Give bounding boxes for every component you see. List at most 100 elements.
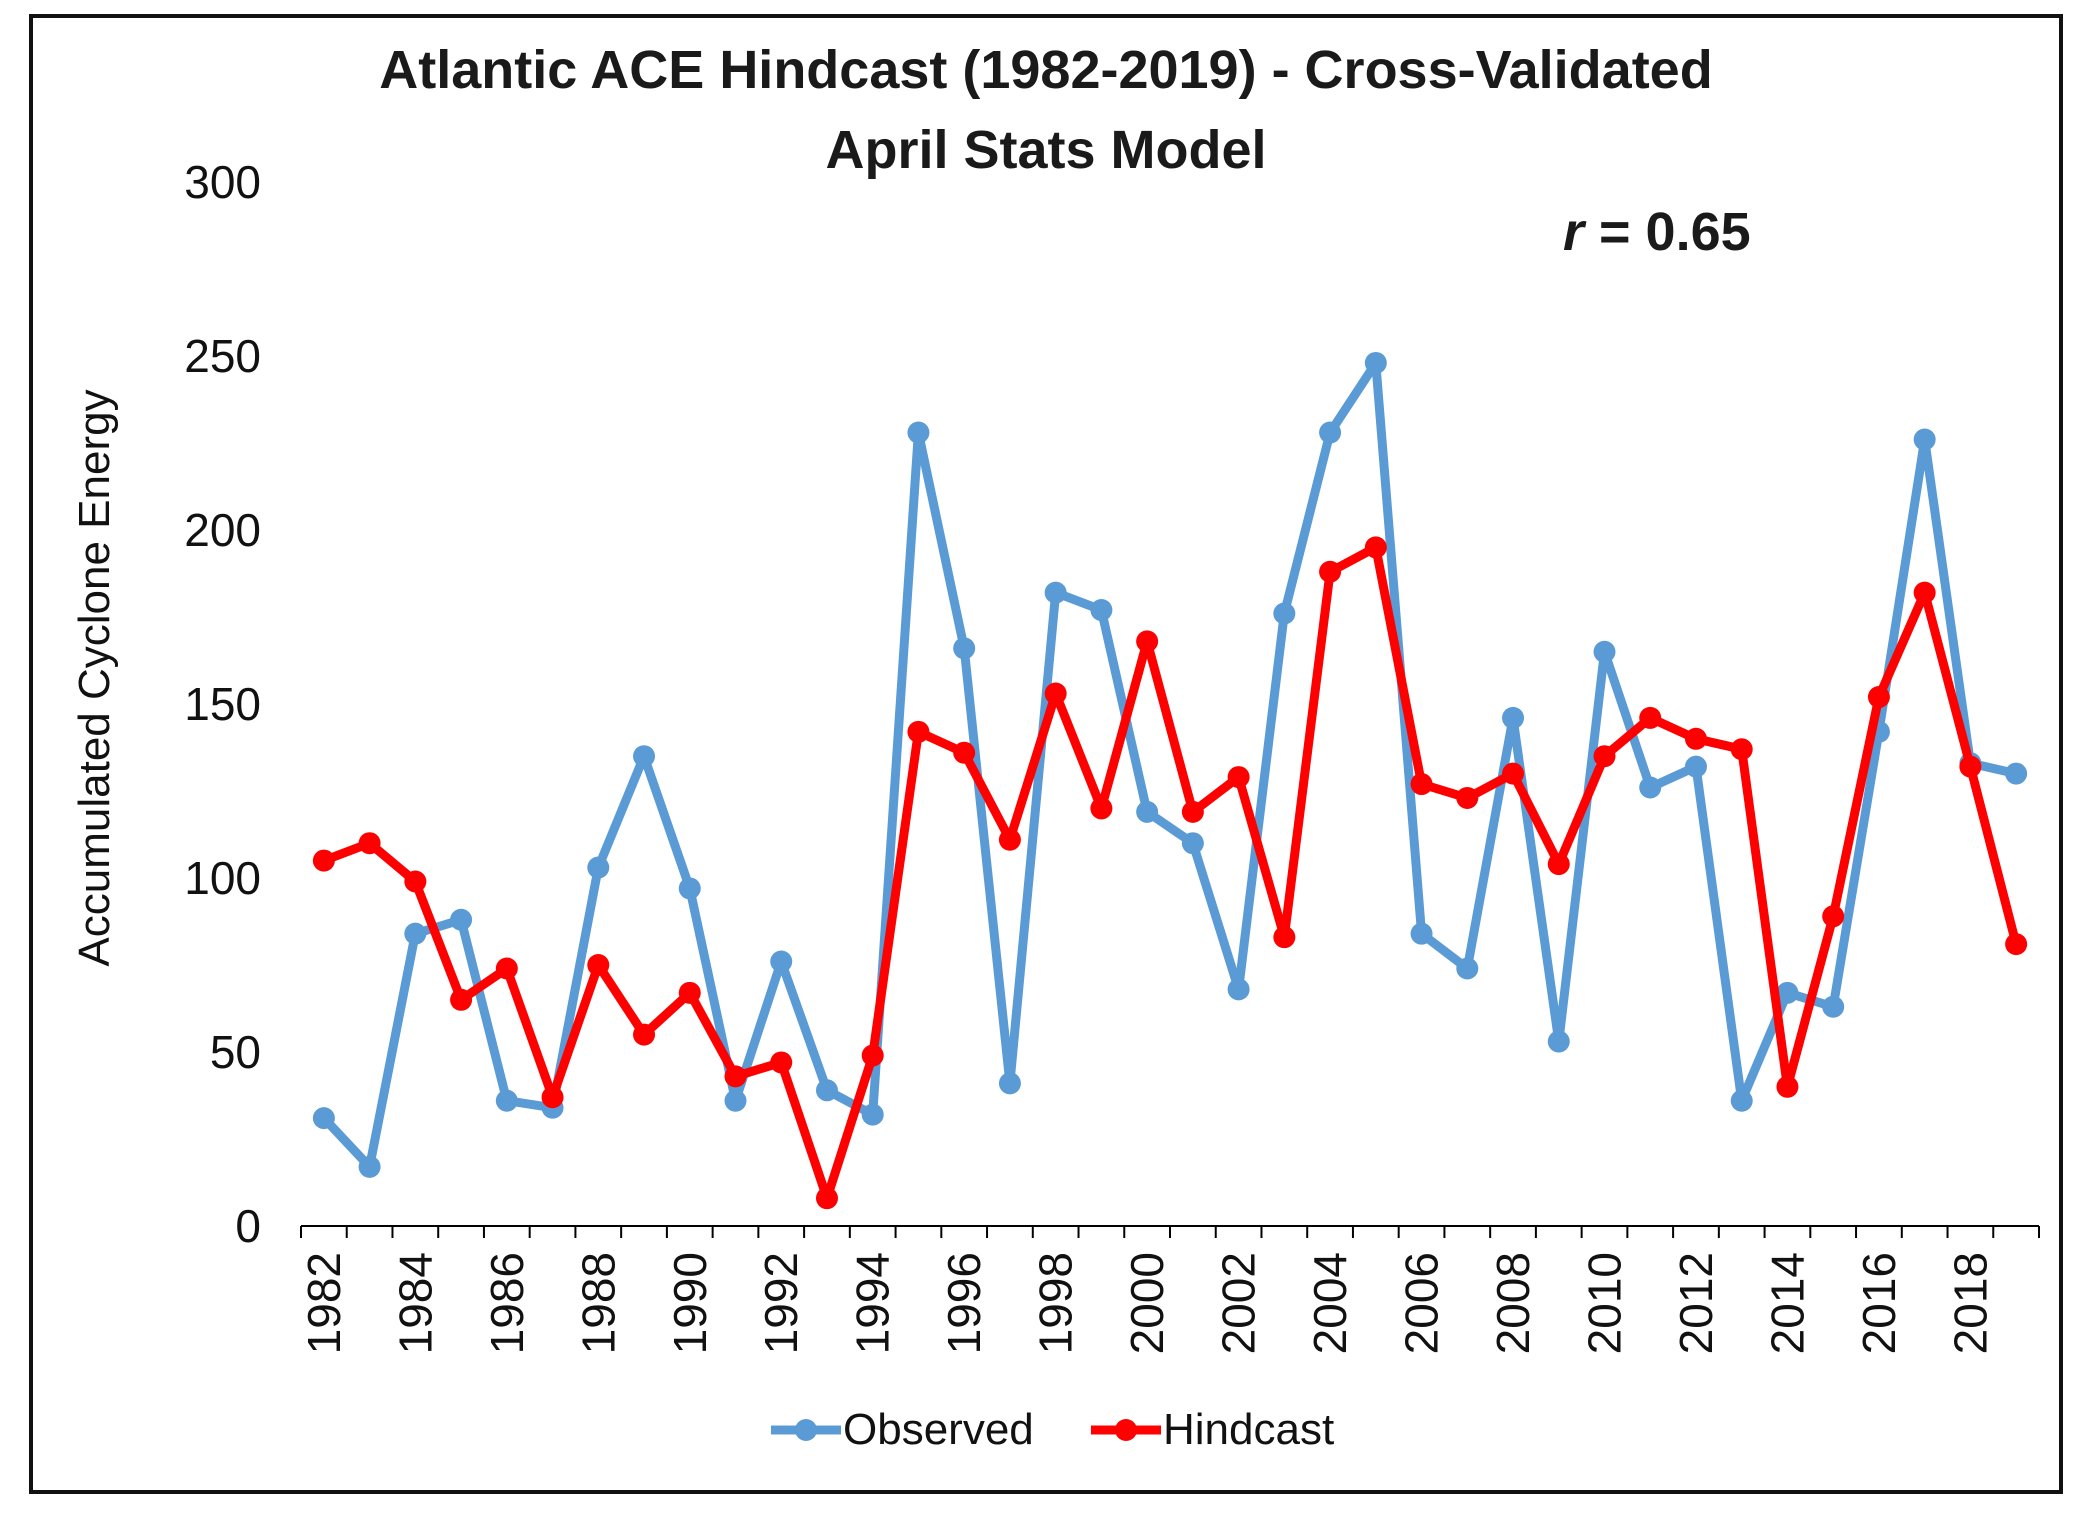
data-point-hindcast [1593,745,1616,768]
x-tick-label: 1998 [1030,1252,1082,1354]
data-point-observed [953,637,976,660]
data-point-hindcast [1410,773,1433,796]
data-point-hindcast [1776,1075,1799,1098]
data-point-hindcast [1044,682,1067,705]
y-tick-label: 50 [210,1026,261,1078]
data-point-observed [1639,776,1662,799]
data-point-hindcast [1364,536,1387,559]
data-point-hindcast [998,828,1021,851]
data-point-hindcast [1319,560,1342,583]
data-point-observed [587,856,610,879]
data-point-observed [1456,957,1479,980]
data-point-observed [770,950,793,973]
y-tick-label: 0 [235,1200,261,1252]
data-point-hindcast [404,870,427,893]
x-tick-label: 2010 [1579,1252,1631,1354]
series-line-hindcast [319,542,2021,1203]
data-point-observed [1090,599,1113,622]
data-point-hindcast [2005,933,2028,956]
data-point-observed [1410,922,1433,945]
data-point-observed [1364,351,1387,374]
data-point-observed [998,1072,1021,1095]
data-point-hindcast [312,849,335,872]
data-point-hindcast [1273,926,1296,949]
data-point-hindcast [587,954,610,976]
data-point-observed [1593,640,1616,663]
x-tick-label: 1994 [847,1252,899,1354]
x-tick-label: 1986 [481,1252,533,1354]
legend-item-observed: Observed [771,1405,1034,1454]
data-point-hindcast [1227,766,1250,789]
data-point-observed [404,922,427,945]
x-tick-label: 2000 [1121,1252,1173,1354]
data-point-hindcast [815,1187,838,1210]
series-observed [312,351,2028,1178]
data-point-hindcast [1136,630,1159,653]
legend-marker [795,1419,817,1441]
data-point-hindcast [1547,853,1570,876]
legend-label: Observed [843,1405,1034,1454]
data-point-observed [1136,800,1159,823]
data-point-hindcast [907,720,930,743]
data-point-hindcast [633,1023,656,1046]
data-point-hindcast [724,1065,747,1088]
data-point-hindcast [541,1086,564,1109]
data-point-hindcast [495,957,518,980]
data-point-observed [495,1089,518,1112]
x-axis [300,1225,2040,1238]
data-point-observed [1913,428,1936,451]
series-line-observed [319,358,2021,1172]
data-point-hindcast [1090,797,1113,820]
x-tick-label: 1988 [572,1252,624,1354]
data-point-observed [1319,421,1342,444]
data-point-hindcast [1913,581,1936,604]
y-tick-label: 300 [184,156,261,208]
data-point-hindcast [358,832,381,855]
data-point-observed [1684,755,1707,778]
data-point-hindcast [450,988,473,1011]
data-point-observed [1044,581,1067,604]
data-point-hindcast [861,1044,884,1067]
data-point-observed [1273,602,1296,625]
chart-svg: Atlantic ACE Hindcast (1982-2019) - Cros… [70,40,2040,1454]
data-point-hindcast [1502,762,1525,785]
data-point-observed [1181,832,1204,855]
x-tick-label: 1992 [755,1252,807,1354]
chart-frame: Atlantic ACE Hindcast (1982-2019) - Cros… [29,14,2063,1494]
data-point-observed [1822,995,1845,1018]
data-point-hindcast [1639,706,1662,729]
chart-title: Atlantic ACE Hindcast (1982-2019) - Cros… [379,40,1712,180]
data-point-hindcast [1730,738,1753,761]
y-axis-ticks: 0 50 100 150 200 250 300 [184,156,261,1252]
data-point-observed [678,877,701,900]
data-point-observed [861,1103,884,1126]
data-point-observed [2005,762,2028,785]
data-point-hindcast [953,741,976,764]
data-point-hindcast [1959,755,1982,778]
data-point-hindcast [770,1051,793,1074]
data-point-hindcast [1181,800,1204,823]
data-point-observed [1730,1089,1753,1112]
data-point-observed [1776,981,1799,1004]
legend: Observed Hindcast [771,1405,1334,1454]
data-point-observed [358,1155,381,1178]
data-point-observed [633,745,656,768]
data-point-observed [1227,978,1250,1001]
x-tick-label: 2012 [1670,1252,1722,1354]
data-point-hindcast [1867,686,1890,709]
x-tick-label: 2008 [1487,1252,1539,1354]
x-axis-ticks: 1982 1984 1986 1988 1990 1992 1994 1996 1998 2000… [298,1252,1997,1354]
y-tick-label: 100 [184,852,261,904]
x-tick-label: 1996 [938,1252,990,1354]
x-tick-label: 1982 [298,1252,350,1354]
x-tick-label: 2006 [1396,1252,1448,1354]
x-tick-label: 1990 [664,1252,716,1354]
data-point-observed [907,421,930,444]
x-tick-label: 2004 [1304,1252,1356,1354]
x-tick-label: 2018 [1944,1252,1996,1354]
legend-item-hindcast: Hindcast [1091,1405,1334,1454]
chart-title-line-2: April Stats Model [825,120,1266,180]
data-point-hindcast [1684,727,1707,750]
data-point-observed [724,1089,747,1112]
data-point-hindcast [1456,786,1479,809]
